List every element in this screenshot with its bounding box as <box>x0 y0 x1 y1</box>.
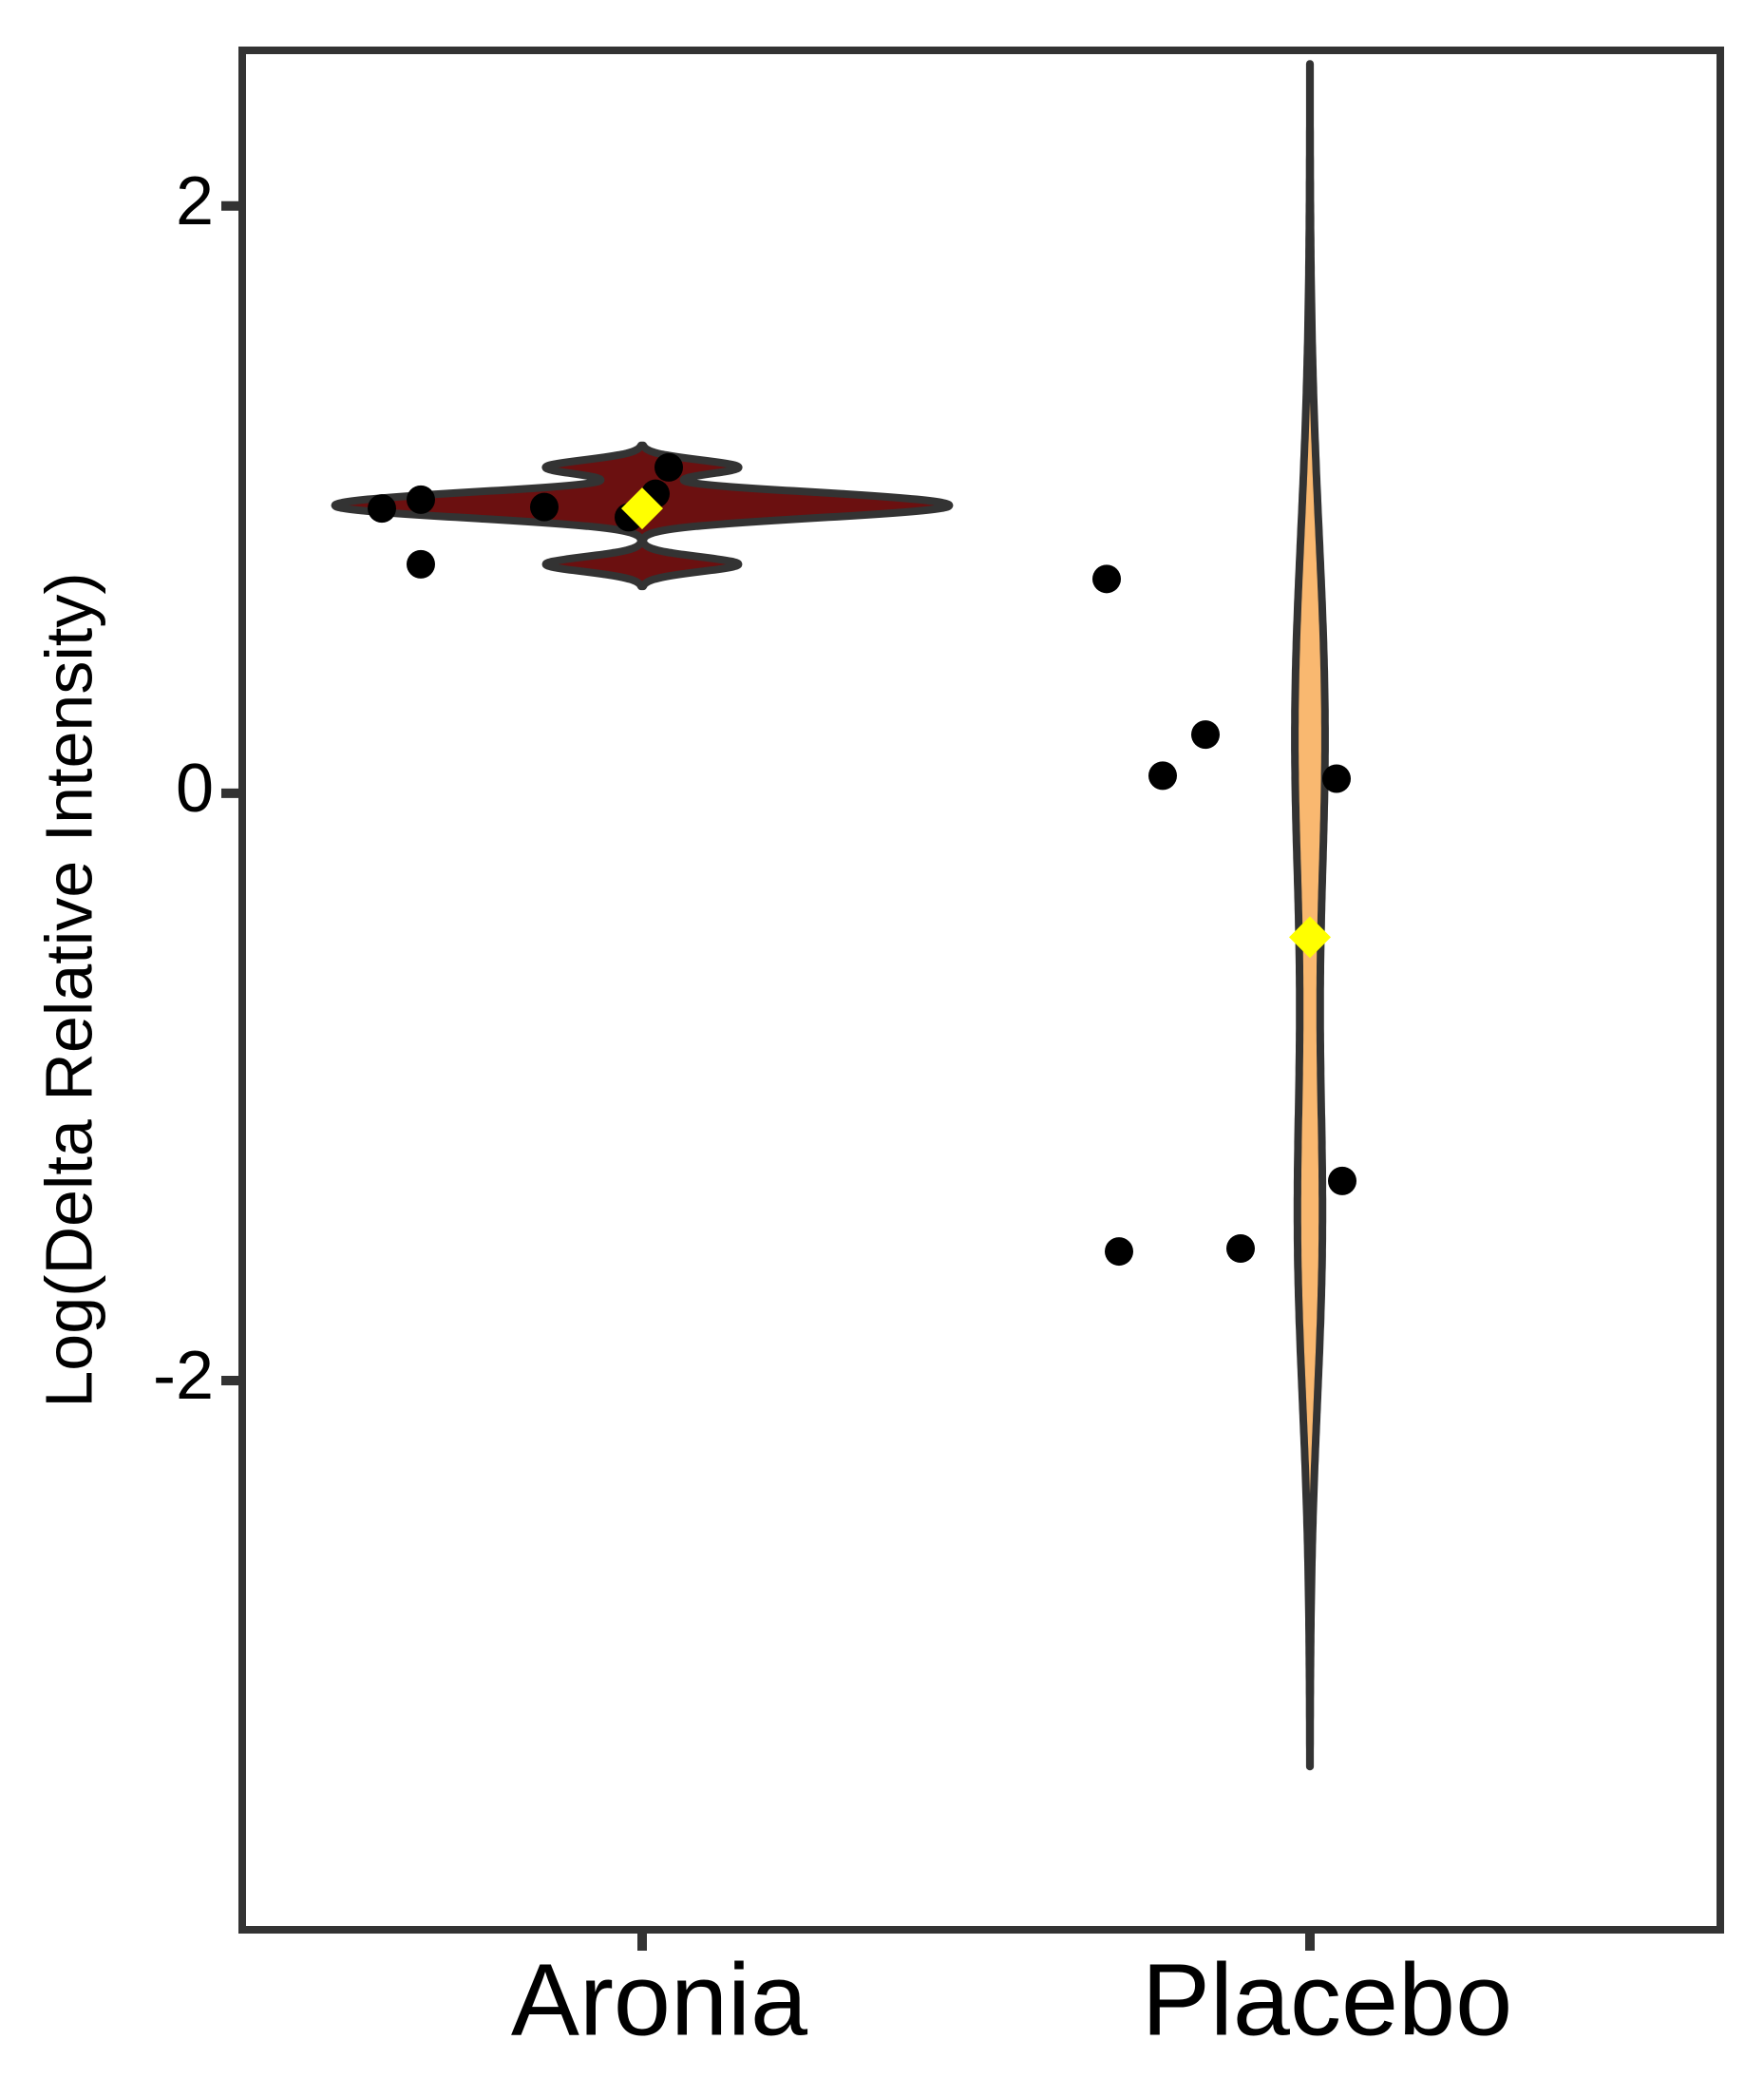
x-tick-label: Aronia <box>511 1942 808 2057</box>
panel-border <box>238 47 1724 1934</box>
data-point <box>407 485 435 514</box>
y-tick-label: 0 <box>176 751 214 827</box>
data-point <box>1226 1233 1255 1263</box>
data-point <box>368 494 396 524</box>
data-point <box>407 549 435 579</box>
x-tick-label: Placebo <box>1142 1942 1512 2057</box>
data-point <box>530 492 559 522</box>
data-point <box>654 452 683 482</box>
data-point <box>1322 764 1351 793</box>
mean-marker <box>621 487 663 530</box>
data-point <box>1191 720 1220 750</box>
y-axis-title: Log(Delta Relative Intensity) <box>31 572 105 1407</box>
y-tick-label: -2 <box>153 1338 214 1414</box>
data-point <box>1092 564 1121 594</box>
data-point <box>1328 1166 1356 1195</box>
violin <box>1291 60 1329 1771</box>
data-point <box>1148 761 1177 791</box>
data-point <box>1105 1237 1133 1267</box>
y-tick-label: 2 <box>176 163 214 239</box>
mean-marker <box>1289 916 1331 959</box>
